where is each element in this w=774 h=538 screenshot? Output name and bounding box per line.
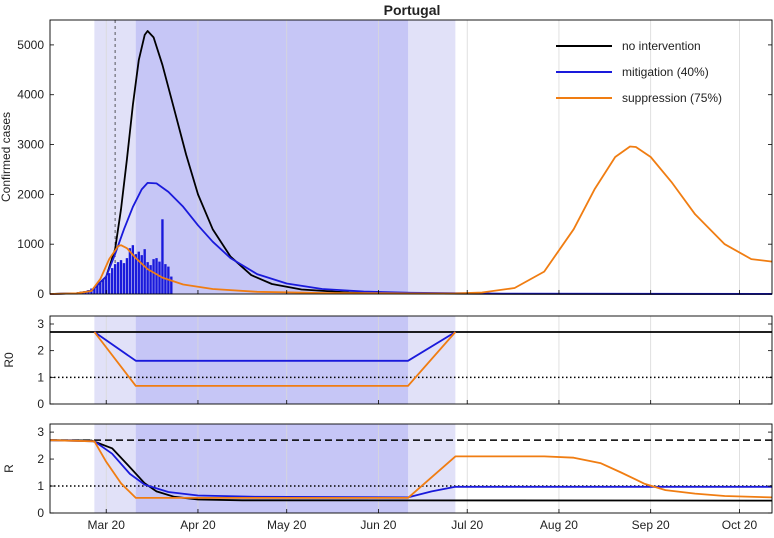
- reported-cases-bar: [102, 280, 104, 294]
- y-tick-label: 2: [37, 344, 44, 358]
- y-tick-label: 1: [37, 479, 44, 493]
- reported-cases-bar: [108, 273, 110, 294]
- reported-cases-bar: [99, 283, 101, 294]
- x-tick-label: Sep 20: [632, 518, 670, 532]
- reported-cases-bar: [141, 255, 143, 294]
- reported-cases-bar: [161, 219, 163, 294]
- legend-label: mitigation (40%): [622, 65, 709, 79]
- reported-cases-bar: [170, 277, 172, 294]
- legend-label: suppression (75%): [622, 91, 722, 105]
- y-tick-label: 3: [37, 425, 44, 439]
- reported-cases-bar: [123, 263, 125, 294]
- reported-cases-bar: [144, 249, 146, 294]
- reported-cases-bar: [114, 264, 116, 294]
- y-tick-label: 1: [37, 370, 44, 384]
- reported-cases-bar: [155, 258, 157, 294]
- shaded-period-dark: [136, 20, 408, 294]
- panel-r0: 0 1 2 3 R0: [2, 316, 772, 411]
- x-tick-label: Mar 20: [88, 518, 126, 532]
- reported-cases-bar: [132, 245, 134, 294]
- reported-cases-bar: [120, 260, 122, 294]
- x-tick-label: Oct 20: [722, 518, 758, 532]
- y-axis-label: R0: [2, 352, 16, 368]
- legend-label: no intervention: [622, 39, 701, 53]
- x-tick-label: Jun 20: [360, 518, 396, 532]
- chart-title: Portugal: [384, 2, 441, 18]
- panel-r: 0 1 2 3 R: [2, 424, 772, 520]
- y-tick-label: 0: [37, 287, 44, 301]
- y-tick-label: 4000: [17, 88, 44, 102]
- y-axis-label: R: [2, 464, 16, 473]
- reported-cases-bar: [146, 262, 148, 294]
- y-tick-label: 0: [37, 506, 44, 520]
- reported-cases-bar: [138, 252, 140, 294]
- y-tick-label: 5000: [17, 38, 44, 52]
- panel-cases: 0 1000 2000 3000 4000 5000 Confirmed cases: [0, 20, 772, 301]
- reported-cases-bar: [158, 262, 160, 294]
- reported-cases-bar: [126, 258, 128, 294]
- reported-cases-bar: [135, 254, 137, 294]
- reported-cases-bar: [129, 248, 131, 294]
- reported-cases-bar: [117, 262, 119, 294]
- x-tick-label: Apr 20: [180, 518, 216, 532]
- y-tick-label: 2: [37, 452, 44, 466]
- y-tick-label: 2000: [17, 187, 44, 201]
- reported-cases-bar: [152, 259, 154, 294]
- y-axis-label: Confirmed cases: [0, 112, 13, 202]
- reported-cases-bar: [111, 268, 113, 294]
- x-tick-label: Aug 20: [540, 518, 578, 532]
- y-tick-label: 3: [37, 317, 44, 331]
- y-tick-label: 0: [37, 397, 44, 411]
- legend: no intervention mitigation (40%) suppressi…: [556, 39, 722, 105]
- x-tick-label: May 20: [267, 518, 307, 532]
- y-tick-label: 1000: [17, 237, 44, 251]
- x-tick-label: Jul 20: [451, 518, 483, 532]
- y-tick-label: 3000: [17, 138, 44, 152]
